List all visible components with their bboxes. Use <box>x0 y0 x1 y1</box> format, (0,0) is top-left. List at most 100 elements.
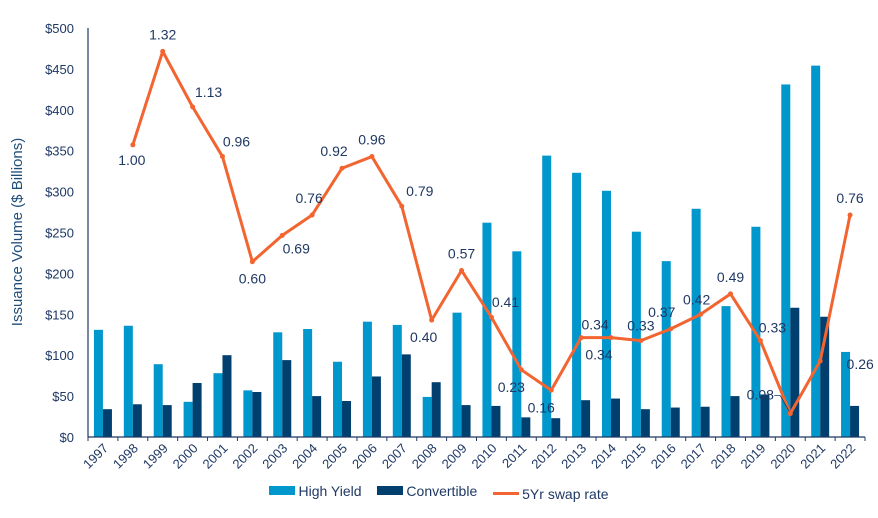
x-tick-label: 2006 <box>349 441 380 472</box>
swap-rate-data-label: 0.96 <box>358 132 385 148</box>
swap-rate-data-label: 0.34 <box>581 317 608 333</box>
leader-line <box>774 395 790 412</box>
x-tick-label: 2009 <box>439 441 470 472</box>
bar-convertible <box>820 316 830 437</box>
swap-rate-point <box>638 338 644 344</box>
bar-high-yield <box>661 261 671 437</box>
swap-rate-point <box>249 259 255 265</box>
bar-high-yield <box>183 401 193 437</box>
x-tick-label: 2018 <box>708 441 739 472</box>
swap-rate-data-label: 0.96 <box>223 134 250 150</box>
x-tick-label: 2014 <box>588 441 619 472</box>
legend-label-swap-rate: 5Yr swap rate <box>522 485 609 502</box>
y-tick-label: $500 <box>45 21 74 36</box>
y-tick-label: $400 <box>45 103 74 118</box>
swap-rate-point <box>309 212 315 218</box>
bar-convertible <box>640 409 650 437</box>
bar-convertible <box>670 407 680 437</box>
x-tick-label: 2001 <box>200 441 231 472</box>
legend-item-high-yield: High Yield <box>269 482 362 499</box>
bar-high-yield <box>721 306 731 437</box>
bar-high-yield <box>601 190 611 437</box>
bar-convertible <box>431 382 441 437</box>
bar-convertible <box>551 418 561 437</box>
bar-convertible <box>461 405 471 437</box>
legend-label-high-yield: High Yield <box>298 482 362 499</box>
chart: Issuance Volume ($ Billions) $0 $50 $100 $1… <box>9 21 874 472</box>
swap-rate-data-label: 0.42 <box>683 291 710 307</box>
x-tick-label: 1999 <box>140 441 171 472</box>
swap-rate-data-label: 0.60 <box>239 271 266 287</box>
x-tick-label: 2010 <box>469 441 500 472</box>
y-tick-label: $50 <box>52 389 74 404</box>
x-tick-label: 2003 <box>259 441 290 472</box>
y-tick-label: $250 <box>45 226 74 241</box>
bar-high-yield <box>93 329 103 437</box>
swap-rate-point <box>130 142 136 148</box>
y-tick-label: $350 <box>45 144 74 159</box>
x-tick-label: 2000 <box>170 441 201 472</box>
swap-rate-point <box>578 335 584 341</box>
swap-rate-point <box>429 317 435 323</box>
bar-convertible <box>700 406 710 437</box>
x-tick-label: 2008 <box>409 441 440 472</box>
swap-rate-point <box>459 267 465 273</box>
x-tick-label: 2002 <box>229 441 260 472</box>
swap-rate-point <box>488 314 494 320</box>
swap-rate-data-label: 0.69 <box>283 240 310 256</box>
swap-rate-data-label: 0.08 <box>747 387 774 403</box>
bar-high-yield <box>542 155 552 437</box>
swap-rate-data-label: 0.23 <box>498 379 525 395</box>
swap-rate-point <box>817 358 823 364</box>
swap-rate-point <box>608 335 614 341</box>
swap-rate-point <box>279 232 285 238</box>
legend-item-convertible: Convertible <box>377 483 477 499</box>
x-tick-label: 2015 <box>618 441 649 472</box>
swap-rate-point <box>728 291 734 297</box>
x-tick-label: 2021 <box>797 441 828 472</box>
bar-high-yield <box>362 321 372 437</box>
bar-high-yield <box>392 324 402 437</box>
bar-high-yield <box>811 65 821 438</box>
x-tick-label: 2020 <box>767 441 798 472</box>
swap-rate-point <box>399 203 405 209</box>
bar-convertible <box>850 405 860 437</box>
swap-rate-data-label: 0.79 <box>406 183 433 199</box>
x-tick-label: 2016 <box>648 441 679 472</box>
swap-rate-data-label: 0.40 <box>410 329 437 345</box>
x-tick-label: 1998 <box>110 441 141 472</box>
swap-rate-data-label: 0.92 <box>320 143 347 159</box>
swap-rate-point <box>698 311 704 317</box>
bar-convertible <box>790 307 800 437</box>
axes <box>87 28 866 441</box>
y-tick-label: $200 <box>45 266 74 281</box>
bar-high-yield <box>572 172 582 437</box>
legend: High Yield Convertible 5Yr swap rate <box>0 482 878 502</box>
swap-rate-data-label: 0.33 <box>627 318 654 334</box>
bar-high-yield <box>422 396 432 437</box>
swap-rate-point <box>160 48 166 54</box>
x-tick-label: 2012 <box>528 441 559 472</box>
x-tick-label: 2007 <box>379 441 410 472</box>
bar-convertible <box>252 392 262 437</box>
bar-high-yield <box>153 364 163 437</box>
bar-convertible <box>102 409 112 437</box>
bar-convertible <box>282 360 292 437</box>
legend-swatch-convertible <box>377 486 404 495</box>
swap-rate-point <box>369 154 375 160</box>
swap-rate-point <box>847 212 853 218</box>
swap-rate-point <box>548 387 554 393</box>
bar-high-yield <box>452 312 462 437</box>
bar-high-yield <box>333 361 343 437</box>
swap-rate-point <box>339 165 345 171</box>
bar-high-yield <box>841 351 851 437</box>
y-tick-label: $300 <box>45 185 74 200</box>
x-tick-label: 2005 <box>319 441 350 472</box>
bar-convertible <box>730 396 740 437</box>
bar-high-yield <box>781 84 791 437</box>
bar-high-yield <box>482 222 492 437</box>
bar-high-yield <box>123 325 133 437</box>
bars <box>93 65 860 438</box>
bar-convertible <box>342 401 352 437</box>
legend-item-swap-rate: 5Yr swap rate <box>493 485 609 502</box>
